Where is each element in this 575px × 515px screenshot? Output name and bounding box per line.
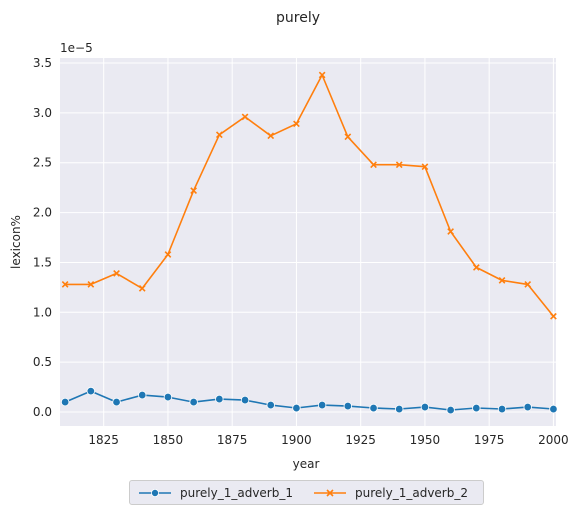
x-tick-label: 2000 (538, 433, 569, 447)
data-point (498, 405, 506, 413)
legend-label-series-2: purely_1_adverb_2 (355, 486, 468, 500)
x-tick-label: 1850 (153, 433, 184, 447)
y-offset-label: 1e−5 (60, 41, 93, 55)
data-point (61, 398, 69, 406)
data-point (190, 398, 198, 406)
chart-title: purely (276, 10, 320, 26)
x-axis-label: year (293, 457, 320, 471)
y-tick-label: 3.5 (33, 56, 52, 70)
y-tick-label: 1.0 (33, 305, 52, 319)
y-tick-label: 0.0 (33, 405, 52, 419)
x-tick-label: 1825 (88, 433, 119, 447)
data-point (113, 398, 121, 406)
legend-label-series-1: purely_1_adverb_1 (180, 486, 293, 500)
x-tick-label: 1875 (217, 433, 248, 447)
y-tick-label: 2.0 (33, 206, 52, 220)
data-point (138, 391, 146, 399)
legend-item-series-2: purely_1_adverb_2 (313, 486, 468, 500)
data-point (318, 401, 326, 409)
y-tick-label: 2.5 (33, 156, 52, 170)
y-tick-label: 0.5 (33, 355, 52, 369)
x-tick-label: 1950 (410, 433, 441, 447)
x-tick-label: 1975 (474, 433, 505, 447)
data-point (164, 393, 172, 401)
data-point (370, 404, 378, 412)
data-point (395, 405, 403, 413)
data-point (344, 402, 352, 410)
legend-marker-x-icon (313, 487, 347, 499)
data-point (421, 403, 429, 411)
data-point (87, 387, 95, 395)
x-tick-label: 1900 (281, 433, 312, 447)
data-point (473, 404, 481, 412)
x-tick-label: 1925 (345, 433, 376, 447)
data-point (524, 403, 532, 411)
data-point (216, 395, 224, 403)
y-axis-label: lexicon% (9, 215, 23, 269)
y-tick-label: 1.5 (33, 255, 52, 269)
legend-item-series-1: purely_1_adverb_1 (138, 486, 293, 500)
y-tick-labels: 0.0 0.5 1.0 1.5 2.0 2.5 3.0 3.5 (33, 56, 52, 419)
y-tick-label: 3.0 (33, 106, 52, 120)
data-point (550, 405, 558, 413)
legend-marker-circle-icon (138, 487, 172, 499)
data-point (267, 401, 275, 409)
legend: purely_1_adverb_1 purely_1_adverb_2 (129, 480, 484, 505)
data-point (293, 404, 301, 412)
data-point (447, 406, 455, 414)
data-point (241, 396, 249, 404)
x-tick-labels: 1825 1850 1875 1900 1925 1950 1975 2000 (88, 433, 568, 447)
